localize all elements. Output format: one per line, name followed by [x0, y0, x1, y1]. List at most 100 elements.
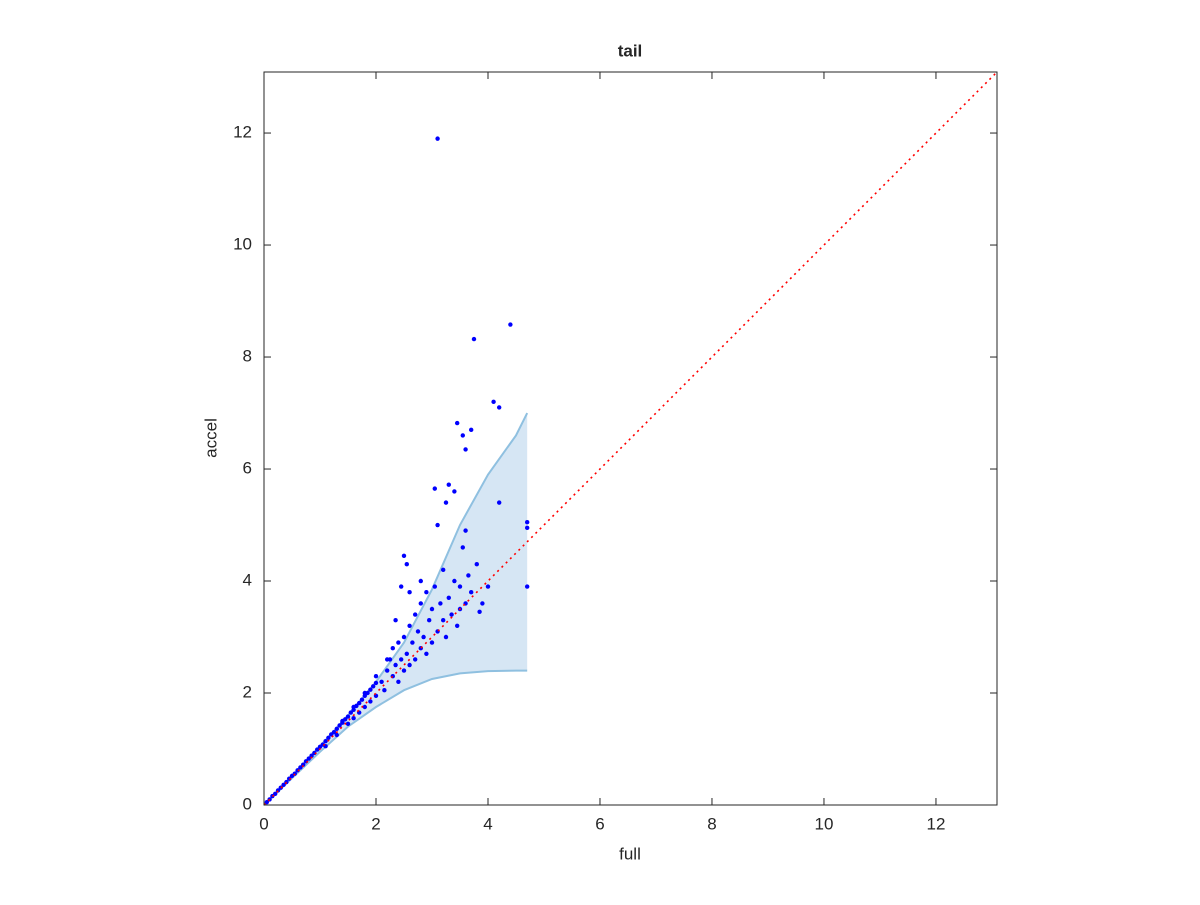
point	[362, 704, 367, 710]
point	[460, 545, 465, 550]
y-tick-label: 6	[243, 459, 252, 478]
point	[407, 590, 412, 595]
point	[452, 489, 457, 494]
point	[404, 651, 409, 657]
point	[410, 640, 415, 645]
point	[446, 595, 451, 601]
point	[524, 520, 530, 525]
point	[373, 674, 379, 679]
point	[524, 584, 530, 589]
point	[457, 584, 463, 589]
point	[281, 782, 286, 788]
point	[432, 486, 437, 491]
point	[424, 651, 429, 657]
point	[396, 679, 401, 685]
y-axis-label: accel	[201, 418, 220, 458]
point	[272, 791, 278, 797]
point	[370, 684, 376, 689]
point	[368, 687, 373, 692]
point	[404, 562, 409, 567]
point	[314, 747, 320, 752]
point	[396, 640, 401, 645]
point	[345, 721, 351, 727]
axes-box	[263, 71, 998, 806]
x-tick-label: 8	[707, 814, 716, 833]
point	[429, 640, 435, 645]
point	[435, 522, 440, 528]
point	[468, 427, 474, 433]
point	[326, 735, 331, 741]
x-tick-label: 4	[483, 814, 492, 833]
point	[452, 578, 457, 584]
point	[418, 578, 423, 584]
point	[474, 562, 479, 567]
point	[407, 623, 412, 629]
point	[460, 433, 465, 438]
point	[368, 699, 373, 704]
point	[401, 553, 407, 559]
point	[348, 710, 353, 715]
point	[356, 700, 362, 706]
point	[334, 732, 339, 738]
point	[401, 634, 407, 640]
point	[480, 601, 485, 606]
point	[398, 657, 404, 662]
point	[382, 688, 387, 693]
y-tick-label: 12	[233, 123, 252, 142]
x-tick-label: 0	[259, 814, 268, 833]
point	[443, 634, 449, 640]
point	[334, 726, 339, 732]
point	[477, 609, 482, 615]
point	[418, 601, 423, 606]
point	[384, 657, 390, 662]
x-tick-label: 6	[595, 814, 604, 833]
point	[390, 674, 395, 679]
point	[379, 679, 384, 685]
point	[463, 528, 468, 533]
point	[524, 525, 530, 531]
point	[362, 690, 367, 696]
point	[407, 662, 412, 668]
y-tick-label: 0	[243, 794, 252, 813]
point	[463, 447, 468, 452]
y-tick-label: 10	[233, 235, 252, 254]
y-tick-label: 2	[243, 682, 252, 701]
point	[435, 136, 440, 141]
chart-title: tail	[618, 41, 643, 60]
point	[454, 420, 460, 426]
point	[412, 657, 418, 662]
y-tick-label: 4	[243, 570, 252, 589]
point	[298, 765, 303, 770]
point	[323, 738, 328, 744]
point	[454, 623, 460, 629]
x-tick-label: 10	[815, 814, 834, 833]
point	[496, 500, 502, 505]
point	[440, 618, 446, 623]
point	[390, 646, 395, 651]
point	[401, 668, 407, 673]
point	[443, 500, 449, 505]
point	[393, 662, 398, 668]
y-tick-label: 8	[243, 347, 252, 366]
point	[306, 756, 311, 761]
x-axis-label: full	[619, 844, 641, 863]
band-lower	[263, 669, 528, 806]
point	[359, 697, 365, 702]
point	[466, 573, 471, 578]
point	[415, 629, 421, 634]
point	[432, 584, 437, 589]
point	[421, 634, 426, 640]
point	[449, 612, 454, 617]
point	[337, 723, 342, 728]
point	[496, 405, 502, 410]
point	[309, 753, 314, 758]
point	[426, 618, 432, 623]
x-tick-label: 2	[371, 814, 380, 833]
x-tick-label: 12	[927, 814, 946, 833]
point	[424, 590, 429, 595]
point	[351, 716, 356, 721]
point	[264, 800, 269, 805]
